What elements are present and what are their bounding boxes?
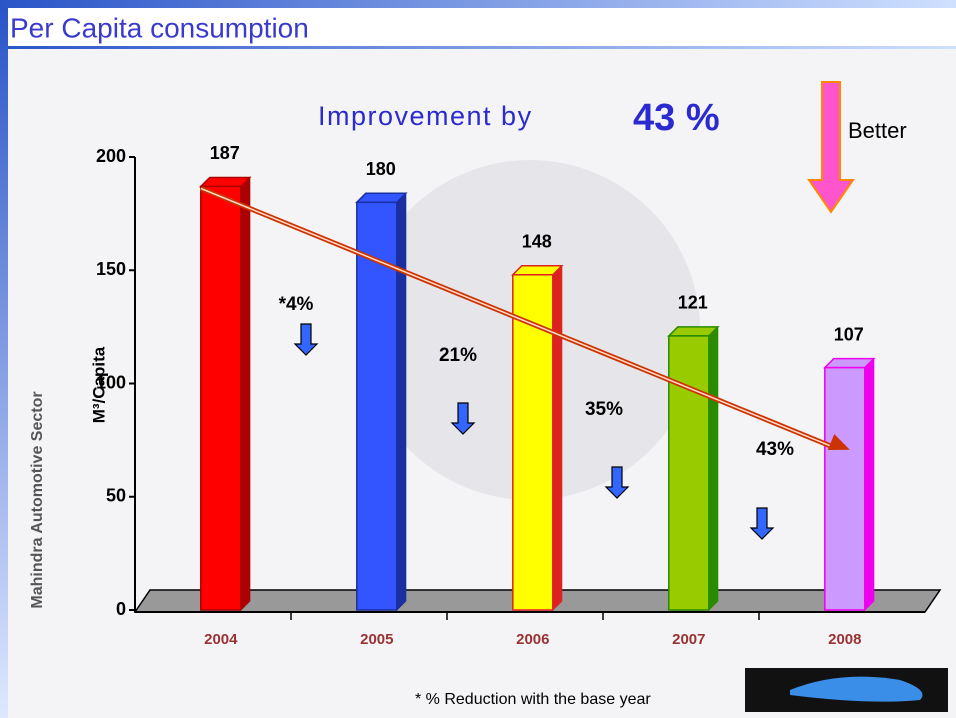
- better-label: Better: [848, 118, 907, 143]
- value-label: 107: [834, 324, 864, 344]
- bar-top: [357, 193, 406, 202]
- value-label: 121: [678, 293, 708, 313]
- annotation: Improvement by: [318, 101, 533, 131]
- side-logo: Mahindra Automotive Sector: [29, 391, 46, 608]
- header-strip: [0, 0, 956, 8]
- bar: [201, 186, 241, 610]
- y-tick-label: 100: [96, 372, 126, 392]
- bar-side: [241, 177, 250, 610]
- chart-title: Per Capita consumption: [10, 12, 309, 43]
- bar-side: [553, 266, 562, 610]
- bar-top: [201, 177, 250, 186]
- bar-side: [397, 193, 406, 610]
- bar-top: [669, 327, 718, 336]
- x-tick-label: 2004: [204, 631, 238, 648]
- reduction-label: 35%: [585, 399, 623, 420]
- y-tick-label: 150: [96, 259, 126, 279]
- y-tick-label: 50: [106, 486, 126, 506]
- y-tick-label: 0: [116, 599, 126, 619]
- bar-top: [825, 359, 874, 368]
- reduction-label: *4%: [279, 294, 314, 315]
- bar-side: [709, 327, 718, 610]
- footnote: * % Reduction with the base year: [415, 691, 651, 708]
- value-label: 187: [210, 143, 240, 163]
- value-label: 180: [366, 159, 396, 179]
- bar-side: [865, 359, 874, 610]
- side-strip: [0, 8, 8, 718]
- y-tick-label: 200: [96, 146, 126, 166]
- bar: [669, 336, 709, 610]
- x-tick-label: 2006: [516, 631, 549, 648]
- slide: Per Capita consumption Improvement by 43…: [0, 0, 956, 718]
- x-tick-label: 2007: [672, 631, 705, 648]
- reduction-label: 43%: [756, 439, 794, 460]
- header-rule: [0, 46, 956, 49]
- bar-top: [513, 266, 562, 275]
- x-tick-label: 2008: [828, 631, 861, 648]
- improvement: 43 %: [633, 97, 720, 139]
- x-tick-label: 2005: [360, 631, 393, 648]
- reduction-label: 21%: [439, 345, 477, 366]
- bar: [825, 368, 865, 610]
- value-label: 148: [522, 232, 552, 252]
